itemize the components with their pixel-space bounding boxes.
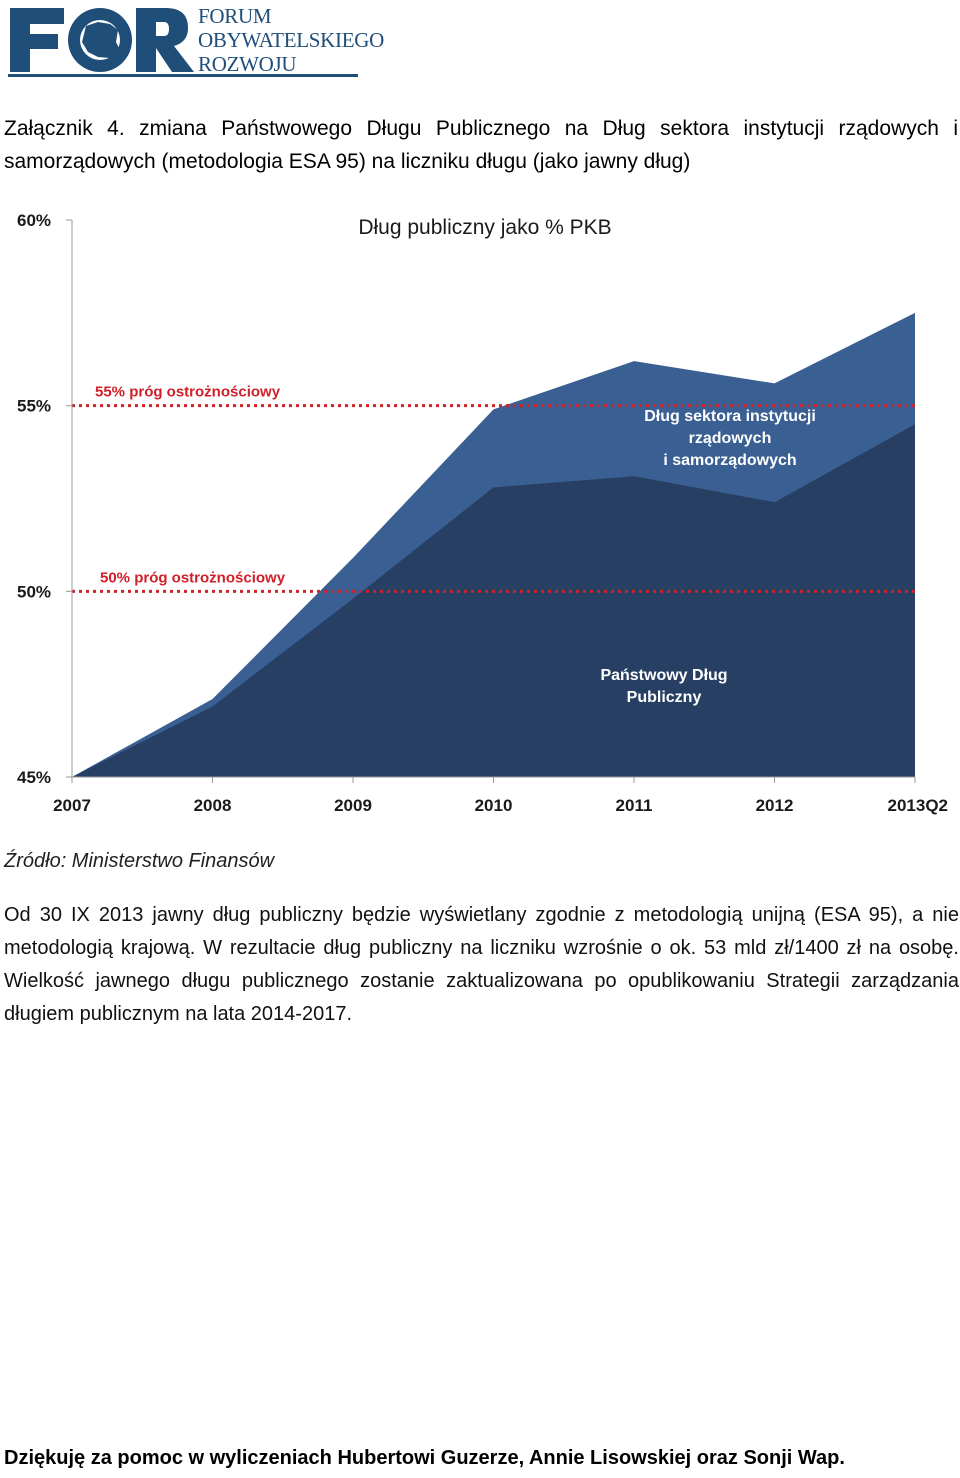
- series-label-line: Państwowy Dług: [600, 667, 727, 684]
- series-label-line: rządowych: [689, 430, 772, 447]
- x-tick-label: 2009: [334, 796, 372, 815]
- logo: FOR FORUM OBYWATELSKIEGO ROZWOJU: [6, 2, 384, 78]
- y-tick-label: 60%: [17, 211, 51, 230]
- acknowledgement: Dziękuję za pomoc w wyliczeniach Huberto…: [4, 1447, 845, 1469]
- logo-underline: [8, 74, 358, 77]
- logo-line: OBYWATELSKIEGO: [198, 28, 384, 52]
- threshold-label: 50% próg ostrożnościowy: [100, 569, 286, 586]
- y-tick-label: 45%: [17, 768, 51, 787]
- x-tick-label: 2012: [756, 796, 794, 815]
- y-tick-label: 55%: [17, 397, 51, 416]
- series-label: Dług sektora instytucji rządowych i samorz…: [644, 408, 816, 469]
- series-label-line: Dług sektora instytucji: [644, 408, 816, 425]
- logo-line: ROZWOJU: [198, 52, 297, 76]
- body-paragraph: Od 30 IX 2013 jawny dług publiczny będzi…: [4, 904, 959, 1025]
- debt-chart: Dług publiczny jako % PKB Dług sektora in…: [17, 211, 949, 815]
- series-label-line: Publiczny: [627, 689, 702, 706]
- annex-title: Załącznik 4. zmiana Państwowego Długu Pu…: [4, 117, 958, 173]
- y-tick-label: 50%: [17, 582, 51, 601]
- x-tick-label: 2007: [53, 796, 91, 815]
- x-tick-label: 2008: [194, 796, 232, 815]
- source-note: Źródło: Ministerstwo Finansów: [4, 850, 275, 872]
- logo-wordmark: FORUM OBYWATELSKIEGO ROZWOJU: [198, 4, 384, 76]
- x-tick-label: 2011: [616, 796, 653, 815]
- x-tick-label: 2010: [475, 796, 513, 815]
- chart-title: Dług publiczny jako % PKB: [358, 216, 611, 239]
- series-label-line: i samorządowych: [663, 452, 796, 469]
- x-tick-label: 2013Q2: [888, 796, 949, 815]
- area-state-public-debt: [72, 424, 915, 777]
- for-logo-mark: FOR: [10, 8, 194, 77]
- threshold-label: 55% próg ostrożnościowy: [95, 384, 281, 401]
- series-label: Państwowy Dług Publiczny: [600, 667, 727, 706]
- logo-line: FORUM: [198, 4, 272, 28]
